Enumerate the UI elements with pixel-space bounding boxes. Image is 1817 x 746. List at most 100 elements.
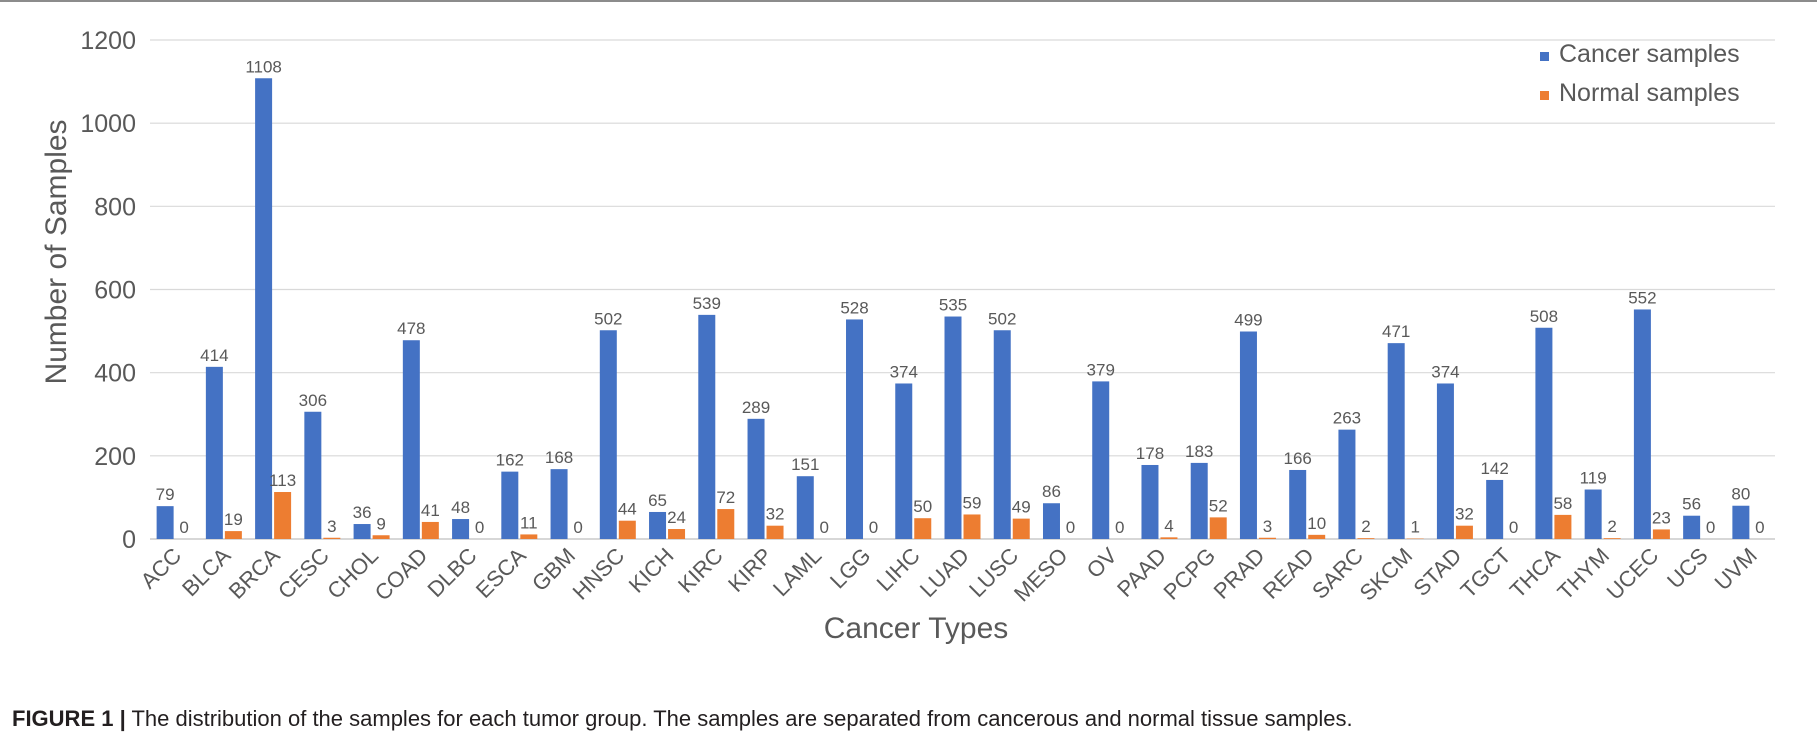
data-label: 471 [1382, 322, 1410, 341]
legend-swatch [1540, 52, 1549, 61]
normal-bar [1209, 517, 1227, 539]
normal-bar [1603, 538, 1621, 539]
data-label: 528 [840, 298, 868, 317]
data-label: 113 [269, 471, 296, 490]
x-tick-label: LIHC [872, 543, 925, 596]
y-axis-label: Number of Samples [40, 119, 73, 384]
x-axis-label: Cancer Types [824, 612, 1009, 645]
normal-bar [1652, 529, 1670, 539]
legend: Cancer samples Normal samples [1540, 40, 1740, 107]
data-label: 289 [742, 398, 770, 417]
data-label: 58 [1553, 494, 1572, 513]
data-label: 306 [299, 391, 327, 410]
data-label: 535 [939, 296, 967, 315]
data-label: 0 [475, 518, 484, 537]
x-tick-label: PAAD [1112, 543, 1171, 602]
figure-caption: FIGURE 1 | The distribution of the sampl… [12, 706, 1353, 732]
cancer-bar [1633, 309, 1651, 539]
cancer-bar [1683, 515, 1701, 539]
data-label: 168 [545, 448, 573, 467]
normal-bar [668, 529, 686, 539]
data-label: 499 [1234, 310, 1262, 329]
y-tick-label: 1200 [80, 27, 136, 55]
x-tick-label: KIRP [723, 543, 777, 597]
data-label: 59 [963, 493, 982, 512]
cancer-bar [1289, 469, 1307, 539]
data-label: 65 [648, 491, 667, 510]
y-tick-label: 200 [94, 443, 136, 471]
data-label: 552 [1628, 288, 1656, 307]
normal-bar [421, 521, 439, 539]
normal-bar [372, 535, 390, 539]
y-tick-labels: 0 200 400 600 800 1000 1200 [80, 27, 136, 554]
x-tick-label: KIRC [673, 543, 728, 598]
x-tick-label: UCEC [1602, 543, 1664, 605]
cancer-bar [402, 340, 420, 539]
data-label: 374 [1431, 362, 1459, 381]
data-label: 72 [716, 488, 735, 507]
data-label: 3 [327, 517, 336, 536]
data-label: 142 [1480, 459, 1508, 478]
cancer-bar [1042, 503, 1060, 539]
data-label: 4 [1164, 516, 1173, 535]
data-label: 10 [1307, 514, 1326, 533]
y-tick-label: 600 [94, 277, 136, 305]
x-tick-label: HNSC [568, 543, 630, 605]
cancer-bar [304, 411, 322, 539]
legend-label: Cancer samples [1559, 40, 1740, 68]
cancer-bar [1387, 343, 1405, 539]
normal-bar [1308, 534, 1326, 539]
data-label: 183 [1185, 442, 1213, 461]
cancer-bar [1190, 462, 1208, 539]
data-label: 374 [890, 362, 918, 381]
cancer-bar [452, 519, 470, 539]
top-rule [0, 0, 1817, 2]
cancer-bar [156, 506, 174, 539]
normal-bar [963, 514, 981, 539]
cancer-bar [796, 476, 814, 539]
data-label: 80 [1731, 485, 1750, 504]
data-label: 166 [1284, 449, 1312, 468]
data-label: 50 [913, 497, 932, 516]
cancer-bar [1486, 479, 1504, 539]
cancer-bar [205, 366, 223, 539]
normal-bar [717, 509, 735, 539]
x-tick-label: OV [1082, 543, 1122, 583]
y-tick-label: 1000 [80, 110, 136, 138]
cancer-bar [698, 314, 716, 539]
x-tick-label: BLCA [177, 543, 236, 602]
data-label: 162 [496, 451, 524, 470]
normal-bar [1160, 537, 1178, 539]
data-label: 0 [1509, 518, 1518, 537]
cancer-bar [599, 330, 617, 539]
cancer-bar [649, 511, 667, 539]
data-label: 0 [1755, 518, 1764, 537]
data-label: 508 [1530, 307, 1558, 326]
data-label: 86 [1042, 482, 1061, 501]
cancer-bar [993, 330, 1011, 539]
normal-bar [224, 531, 242, 539]
x-tick-label: PCPG [1158, 543, 1220, 605]
cancer-bar [1092, 381, 1110, 539]
data-label: 263 [1333, 409, 1361, 428]
data-label: 0 [869, 518, 878, 537]
x-tick-label: DLBC [422, 543, 481, 602]
cancer-bar [747, 418, 765, 539]
data-label: 0 [1115, 518, 1124, 537]
cancer-bar [353, 524, 371, 539]
caption-text: The distribution of the samples for each… [131, 706, 1353, 731]
data-label: 379 [1087, 360, 1115, 379]
data-label: 178 [1136, 444, 1164, 463]
data-label: 79 [156, 485, 175, 504]
data-label: 32 [766, 505, 785, 524]
x-tick-label: CESC [273, 543, 334, 604]
x-tick-label: STAD [1408, 543, 1466, 601]
x-tick-label: CHOL [322, 543, 383, 604]
cancer-bar [944, 316, 962, 539]
normal-bar [766, 525, 784, 539]
data-label: 1 [1410, 518, 1419, 537]
x-tick-label: LGG [825, 543, 876, 594]
y-tick-label: 400 [94, 360, 136, 388]
x-tick-label: SARC [1307, 543, 1368, 604]
